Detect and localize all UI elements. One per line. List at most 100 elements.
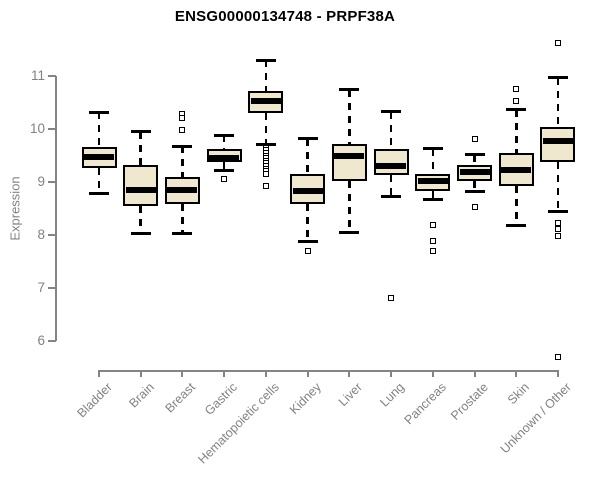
whisker-lower-pancreas: [431, 191, 435, 200]
median-skin: [501, 166, 532, 173]
y-tick-label: 6: [37, 333, 45, 348]
y-axis-line: [55, 76, 57, 341]
y-tick: [48, 75, 56, 77]
x-tick: [223, 370, 226, 377]
x-tick: [348, 370, 351, 377]
whisker-cap-lower-skin: [506, 224, 527, 228]
y-tick: [48, 234, 56, 236]
outlier-prostate: [471, 203, 478, 210]
y-tick: [48, 128, 56, 130]
median-kidney: [292, 188, 323, 194]
outlier-prostate: [471, 136, 478, 143]
y-tick-label: 8: [37, 227, 45, 242]
whisker-lower-hematopoietic-cells: [264, 112, 268, 145]
median-liver: [334, 152, 365, 159]
x-tick: [556, 370, 559, 377]
whisker-lower-prostate: [473, 180, 476, 192]
whisker-cap-lower-brain: [130, 231, 151, 235]
x-tick: [98, 370, 100, 377]
whisker-cap-upper-gastric: [214, 133, 235, 137]
whisker-cap-upper-unknown-other: [547, 76, 568, 80]
outlier-kidney: [304, 247, 311, 254]
median-unknown-other: [542, 137, 573, 144]
whisker-cap-lower-gastric: [214, 169, 235, 173]
x-tick: [139, 370, 142, 377]
whisker-upper-prostate: [473, 154, 476, 166]
y-tick: [48, 340, 56, 342]
whisker-upper-liver: [348, 89, 351, 145]
whisker-cap-upper-liver: [339, 88, 360, 92]
y-tick-label: 10: [29, 121, 45, 136]
whisker-upper-breast: [181, 146, 184, 177]
outlier-breast: [179, 127, 186, 134]
whisker-cap-upper-lung: [381, 110, 402, 113]
outlier-unknown-other: [554, 40, 561, 47]
whisker-lower-brain: [139, 206, 142, 234]
whisker-lower-gastric: [222, 161, 226, 171]
outlier-unknown-other: [554, 232, 561, 239]
x-tick: [306, 370, 309, 377]
outlier-lung: [388, 295, 395, 302]
median-breast: [167, 187, 198, 194]
median-lung: [376, 162, 407, 169]
y-tick-label: 7: [37, 280, 45, 295]
median-prostate: [459, 168, 490, 175]
whisker-cap-upper-prostate: [464, 153, 485, 157]
median-hematopoietic-cells: [250, 97, 281, 104]
whisker-lower-skin: [515, 186, 518, 226]
whisker-upper-kidney: [306, 138, 309, 175]
outlier-hematopoietic-cells: [262, 183, 269, 190]
x-tick: [264, 370, 267, 377]
box-unknown-other: [540, 127, 576, 162]
whisker-lower-liver: [348, 181, 351, 233]
whisker-upper-hematopoietic-cells: [264, 60, 268, 91]
y-tick: [48, 287, 56, 289]
median-bladder: [84, 153, 114, 160]
box-liver: [331, 144, 367, 182]
whisker-cap-lower-kidney: [297, 240, 318, 244]
y-tick-label: 9: [37, 174, 45, 189]
whisker-cap-lower-pancreas: [422, 197, 443, 201]
median-pancreas: [417, 177, 448, 184]
outlier-breast: [179, 115, 186, 122]
median-gastric: [209, 155, 240, 162]
x-tick: [473, 370, 476, 377]
outlier-gastric: [221, 176, 228, 183]
outlier-pancreas: [429, 221, 436, 228]
whisker-lower-bladder: [97, 168, 101, 194]
outlier-hematopoietic-cells: [262, 171, 269, 178]
whisker-upper-gastric: [222, 135, 226, 149]
whisker-lower-unknown-other: [556, 161, 560, 212]
outlier-pancreas: [429, 237, 436, 244]
x-tick: [431, 370, 434, 377]
outlier-pancreas: [429, 248, 436, 255]
whisker-cap-upper-kidney: [297, 137, 318, 141]
x-tick: [390, 370, 393, 377]
whisker-cap-lower-lung: [381, 195, 402, 199]
whisker-lower-lung: [389, 175, 393, 197]
whisker-cap-upper-brain: [130, 130, 151, 134]
outlier-unknown-other: [554, 353, 561, 360]
whisker-upper-bladder: [97, 112, 101, 147]
whisker-upper-brain: [139, 131, 142, 165]
whisker-cap-upper-breast: [172, 144, 193, 148]
whisker-upper-skin: [515, 109, 518, 153]
x-axis-line: [98, 370, 559, 372]
whisker-upper-lung: [389, 111, 393, 149]
outlier-skin: [513, 86, 520, 93]
x-tick: [181, 370, 184, 377]
median-brain: [125, 186, 156, 193]
whisker-lower-kidney: [306, 204, 309, 242]
whisker-cap-lower-liver: [339, 231, 360, 235]
box-brain: [123, 164, 159, 207]
y-tick: [48, 181, 56, 183]
whisker-lower-breast: [181, 204, 184, 234]
whisker-cap-upper-pancreas: [422, 147, 443, 151]
outlier-skin: [513, 97, 520, 104]
whisker-cap-upper-hematopoietic-cells: [255, 58, 276, 62]
box-lung: [373, 148, 409, 176]
whisker-cap-lower-breast: [172, 232, 193, 236]
chart-title: ENSG00000134748 - PRPF38A: [174, 8, 396, 25]
whisker-cap-lower-unknown-other: [547, 209, 568, 213]
